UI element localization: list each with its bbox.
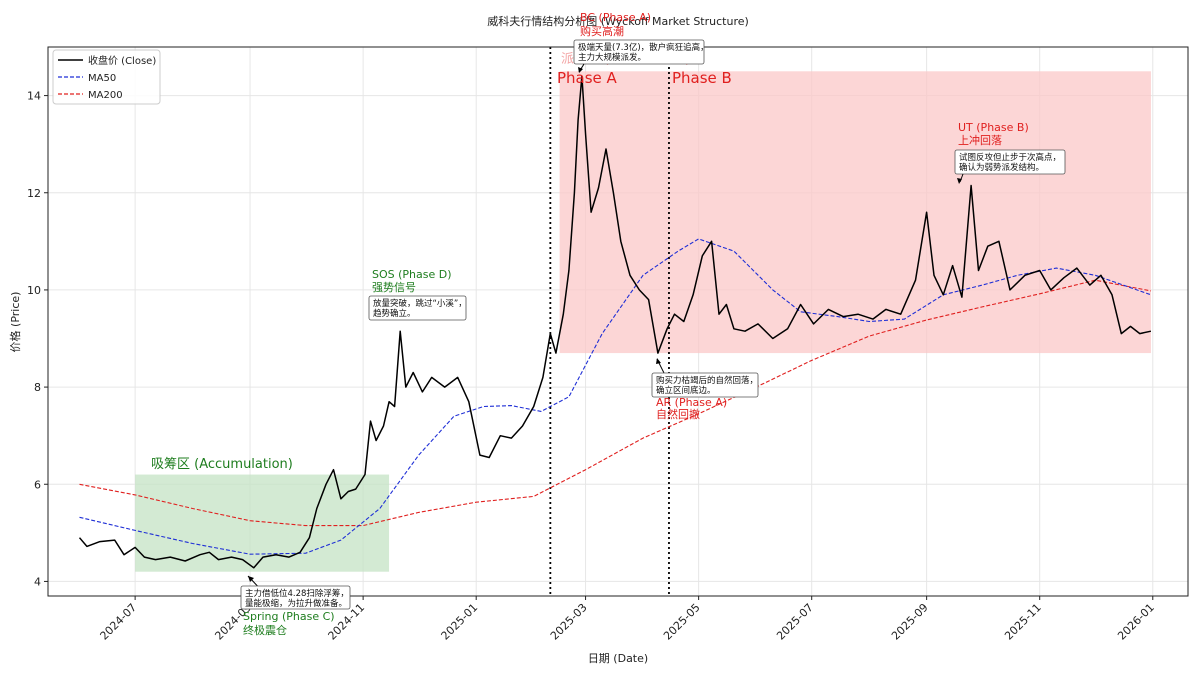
ut-subtitle: 上冲回落 — [958, 133, 1002, 147]
x-axis-title: 日期 (Date) — [588, 652, 648, 665]
series-lines — [78, 75, 1152, 569]
legend: 收盘价 (Close) MA50 MA200 — [52, 49, 161, 105]
distribution-region — [559, 71, 1151, 354]
spring-note-box — [240, 585, 351, 610]
ar-note-line-2: 确立区间底边。 — [656, 385, 716, 396]
ar-note-box — [651, 372, 759, 398]
ut-note-line-2: 确认为弱势派发结构。 — [959, 162, 1044, 173]
y-axis-title: 价格 (Price) — [8, 292, 22, 353]
shaded-regions — [135, 71, 1151, 572]
spring-note-line-1: 主力借低位4.28扫除浮筹， — [245, 588, 349, 599]
legend-box — [52, 49, 161, 105]
ar-subtitle: 自然回撤 — [656, 407, 700, 421]
bc-note-line-2: 主力大规模派发。 — [578, 52, 646, 63]
ar-note-line-1: 购买力枯竭后的自然回落， — [656, 375, 758, 386]
legend-entry-ma200: MA200 — [88, 90, 123, 101]
accumulation-region — [135, 474, 390, 572]
y-tick-label: 6 — [34, 478, 41, 491]
legend-entry-ma50: MA50 — [88, 73, 116, 84]
bc-arrow-head — [578, 67, 583, 73]
ut-note-line-1: 试图反攻但止步于次高点， — [959, 152, 1061, 163]
bc-title: BC (Phase A) — [580, 11, 651, 24]
series-line-ma50 — [79, 238, 1152, 555]
ut-arrow-head — [957, 178, 962, 184]
sos-subtitle: 强势信号 — [372, 281, 416, 294]
event-bc: BC (Phase A) 购买高潮 极端天量(7.3亿)，散户疯狂追高， 主力大… — [573, 11, 709, 73]
y-tick-label: 14 — [27, 90, 41, 103]
phase-b-label: Phase B — [672, 69, 732, 87]
y-tick-label: 10 — [27, 284, 41, 297]
legend-entry-close: 收盘价 (Close) — [88, 54, 156, 67]
spring-note-line-2: 量能极缩，为拉升做准备。 — [245, 598, 347, 609]
spring-arrow-head — [248, 576, 254, 582]
ut-title: UT (Phase B) — [958, 121, 1029, 134]
phase-a-label: Phase A — [557, 69, 618, 87]
chart-title: 威科夫行情结构分析图 (Wyckoff Market Structure) — [487, 14, 749, 28]
event-sos: SOS (Phase D) 强势信号 放量突破，跳过“小溪”， 趋势确立。 — [368, 268, 467, 321]
y-tick-label: 4 — [34, 575, 41, 588]
bc-subtitle: 购买高潮 — [580, 24, 624, 38]
ut-note-box — [954, 149, 1066, 175]
series-line-ma200 — [79, 279, 1152, 527]
spring-title: Spring (Phase C) — [243, 610, 335, 623]
event-ut: UT (Phase B) 上冲回落 试图反攻但止步于次高点， 确认为弱势派发结构… — [954, 121, 1066, 184]
y-tick-label: 12 — [27, 187, 41, 200]
series-line--close- — [78, 75, 1152, 569]
event-spring: 主力借低位4.28扫除浮筹， 量能极缩，为拉升做准备。 Spring (Phas… — [240, 575, 351, 637]
ar-title: AR (Phase A) — [656, 396, 727, 409]
accumulation-zone-label: 吸筹区 (Accumulation) — [151, 456, 293, 472]
phase-divider-lines — [549, 47, 670, 596]
ar-arrow-head — [656, 358, 661, 364]
bc-note-line-1: 极端天量(7.3亿)，散户疯狂追高， — [578, 42, 709, 53]
sos-note-line-2: 趋势确立。 — [373, 308, 416, 319]
sos-note-box — [368, 295, 467, 321]
bc-note-box — [573, 39, 705, 65]
sos-note-line-1: 放量突破，跳过“小溪”， — [373, 298, 467, 309]
event-ar: 购买力枯竭后的自然回落， 确立区间底边。 AR (Phase A) 自然回撤 — [651, 358, 759, 421]
sos-title: SOS (Phase D) — [372, 268, 452, 281]
y-tick-label: 8 — [34, 381, 41, 394]
spring-subtitle: 终极震仓 — [243, 623, 287, 637]
